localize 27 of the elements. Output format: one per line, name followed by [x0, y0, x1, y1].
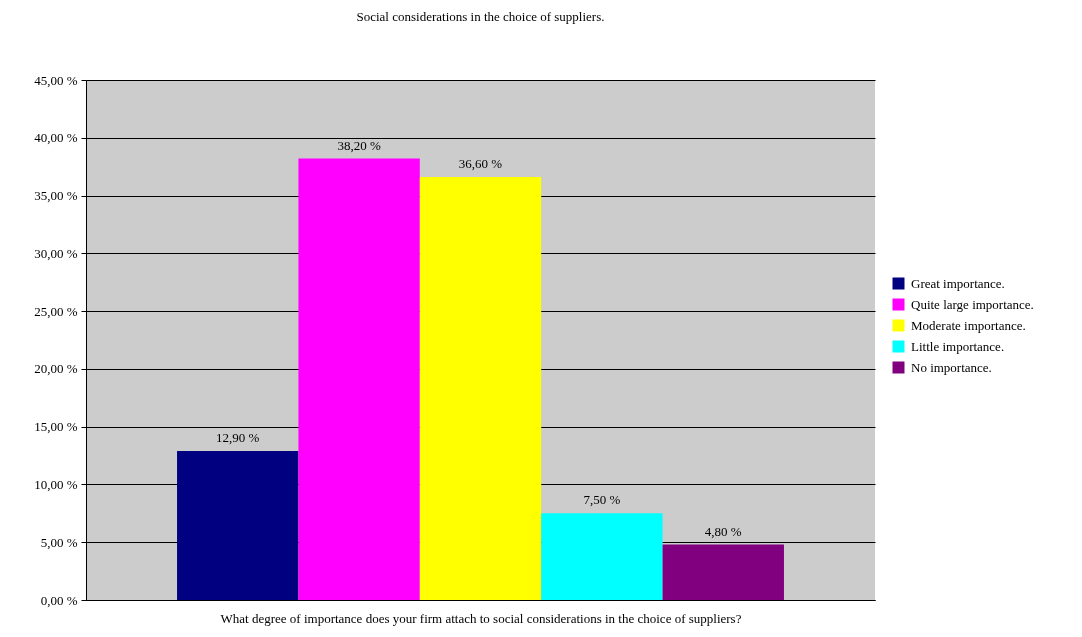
data-label: 12,90 % [216, 429, 260, 445]
y-tick-label: 25,00 % [34, 303, 78, 319]
y-tick-label: 40,00 % [34, 130, 78, 146]
data-label: 36,60 % [458, 156, 503, 172]
legend-label: Great importance. [911, 275, 1005, 291]
legend-label: Moderate importance. [911, 317, 1026, 333]
chart-title: Social considerations in the choice of suppliers. [356, 9, 605, 24]
data-label: 38,20 % [337, 137, 381, 153]
bar [419, 177, 542, 600]
y-tick-label: 20,00 % [34, 361, 78, 377]
legend-label: Quite large importance. [911, 296, 1034, 312]
y-tick-label: 35,00 % [34, 188, 78, 204]
x-axis-title: What degree of importance does your firm attach to social considerations in the choice of suppliers? [220, 610, 742, 626]
legend-label: No importance. [911, 359, 992, 375]
legend-label: Little importance. [911, 338, 1005, 354]
y-tick-label: 15,00 % [34, 419, 78, 435]
y-tick-label: 45,00 % [34, 72, 78, 88]
data-label: 4,80 % [704, 523, 742, 539]
data-label: 7,50 % [583, 492, 621, 508]
y-tick-label: 0,00 % [40, 592, 78, 608]
bar [541, 513, 663, 600]
bar [177, 450, 299, 600]
bar [298, 158, 420, 600]
y-tick-label: 10,00 % [34, 476, 78, 492]
bar [662, 544, 784, 600]
y-tick-label: 30,00 % [34, 245, 78, 261]
y-tick-label: 5,00 % [40, 534, 78, 550]
